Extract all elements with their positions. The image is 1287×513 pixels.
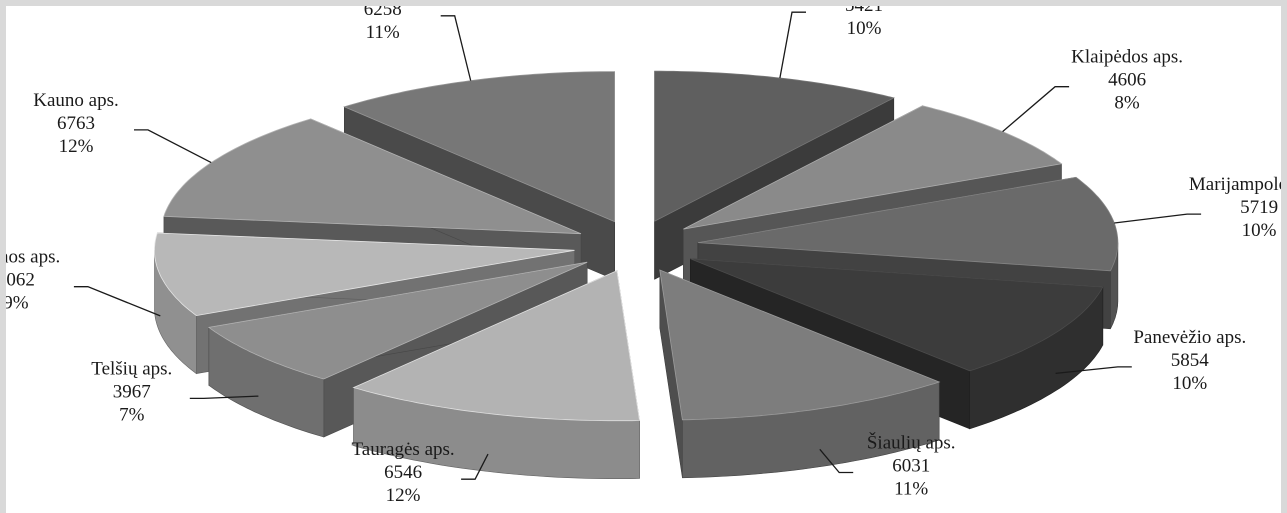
slice-5-percent: 12% — [386, 485, 421, 506]
slice-4-percent: 11% — [894, 479, 928, 500]
slice-4-name: Šiaulių aps. — [867, 432, 956, 454]
slice-7-label: Utenos aps.50629% — [6, 247, 60, 314]
slice-7-name: Utenos aps. — [6, 247, 60, 268]
slice-0-leader-line — [779, 11, 806, 79]
slice-9-percent: 11% — [366, 22, 400, 43]
slice-1-value: 4606 — [1108, 70, 1146, 91]
slice-8-label: Kauno aps. 6763 12% — [33, 90, 118, 157]
slice-1-label: Klaipėdos aps. 4606 8% — [1071, 47, 1183, 114]
slice-6-percent: 7% — [119, 404, 145, 425]
slice-5-top — [352, 270, 640, 422]
slice-3-top — [690, 258, 1104, 372]
slice-6-leader-line — [189, 395, 259, 400]
slice-2-value: 5719 — [1240, 197, 1278, 218]
slice-0-value: 5421 — [845, 6, 883, 16]
slice-7-top — [154, 232, 575, 317]
slice-1-name: Klaipėdos aps. — [1071, 47, 1183, 68]
slice-4-label: Šiaulių aps. 6031 11% — [867, 432, 956, 500]
slice-3-label: Panevėžio aps. 5854 10% — [1133, 327, 1246, 394]
slice-8-value: 6763 — [57, 113, 95, 134]
slice-4-side — [659, 269, 941, 479]
slice-5-side — [352, 270, 640, 480]
slice-5-name: Tauragės aps. — [352, 439, 455, 460]
slice-2-name: Marijampolės aps. — [1189, 174, 1281, 195]
slice-7-percent: 9% — [6, 293, 29, 314]
slice-1-leader-line — [1002, 86, 1070, 133]
slice-1-top — [683, 105, 1063, 230]
slice-0-percent: 10% — [847, 18, 882, 39]
slice-0-label: Alytaus aps.542110% — [817, 6, 911, 39]
slice-4-leader-line — [819, 448, 854, 474]
slice-8-name: Kauno aps. — [33, 90, 118, 111]
slice-8-percent: 12% — [59, 136, 94, 157]
slice-sides-layer — [154, 70, 1119, 480]
data-labels-layer: Alytaus aps.542110%Klaipėdos aps.46068%M… — [6, 6, 1281, 506]
pie-chart: Alytaus aps.542110%Klaipėdos aps.46068%M… — [6, 6, 1281, 506]
slice-3-leader-line — [1055, 366, 1132, 375]
slice-8-leader-line — [134, 129, 212, 164]
slice-6-value: 3967 — [113, 381, 151, 402]
slice-4-top — [659, 269, 941, 421]
slice-7-leader-line — [73, 286, 161, 317]
slice-6-label: Telšių aps. 3967 7% — [91, 358, 172, 425]
slice-4-value: 6031 — [892, 456, 930, 477]
slice-9-leader-line — [440, 15, 472, 81]
slice-2-percent: 10% — [1242, 220, 1277, 241]
slice-6-top — [207, 261, 588, 380]
slice-5-label: Tauragės aps. 6546 12% — [352, 439, 455, 506]
slice-3-name: Panevėžio aps. — [1133, 327, 1246, 348]
slice-5-value: 6546 — [384, 462, 422, 483]
slice-7-value: 5062 — [6, 270, 35, 291]
slice-9-value: 6258 — [364, 6, 402, 20]
slice-5-leader-line — [461, 453, 489, 480]
slice-2-leader-line — [1114, 213, 1202, 224]
leader-lines-layer — [73, 11, 1202, 480]
slice-3-value: 5854 — [1171, 350, 1210, 371]
slice-3-percent: 10% — [1172, 373, 1207, 394]
slice-6-name: Telšių aps. — [91, 358, 172, 379]
slice-1-percent: 8% — [1114, 93, 1140, 114]
